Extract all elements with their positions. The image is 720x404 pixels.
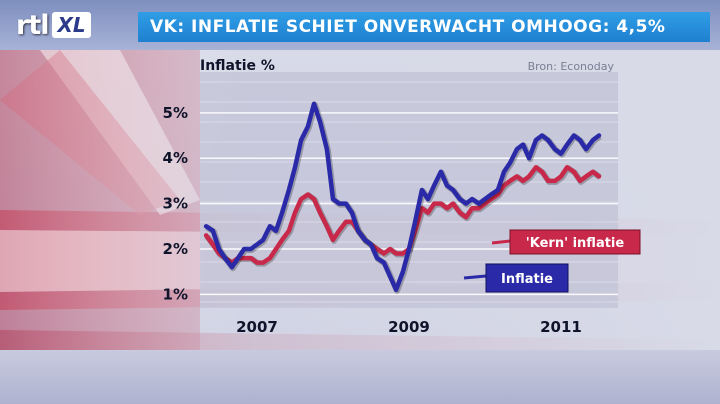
- logo-badge: XL: [52, 12, 91, 38]
- x-tick-label: 2011: [540, 318, 582, 336]
- y-tick-label: 5%: [163, 104, 188, 122]
- x-axis-ticks: 2007 2009 2011: [236, 318, 582, 336]
- kern-label: 'Kern' inflatie: [526, 236, 625, 251]
- chart-source: Bron: Econoday: [528, 60, 615, 73]
- x-tick-label: 2009: [388, 318, 430, 336]
- y-tick-label: 2%: [163, 240, 188, 258]
- chart-title: Inflatie %: [200, 58, 275, 74]
- inflatie-label: Inflatie: [501, 272, 553, 287]
- series-lines: [203, 101, 602, 294]
- kern-label-connector: [491, 239, 511, 245]
- y-axis-ticks: 5% 4% 3% 2% 1%: [163, 104, 188, 304]
- y-tick-label: 3%: [163, 195, 188, 213]
- inflatie-line: [203, 101, 602, 293]
- bottom-band: [0, 350, 720, 404]
- x-tick-label: 2007: [236, 318, 278, 336]
- logo-text: rtl: [16, 9, 49, 41]
- kern-label-box: [509, 229, 641, 255]
- inflatie-label-connector: [463, 274, 487, 280]
- y-tick-label: 4%: [163, 149, 188, 167]
- inflatie-label-box: [485, 263, 569, 293]
- kern-inflatie-line: [203, 165, 602, 265]
- y-tick-label: 1%: [163, 285, 188, 303]
- rtl-xl-logo: rtl XL: [16, 9, 91, 41]
- headline-banner: VK: INFLATIE SCHIET ONVERWACHT OMHOOG: 4…: [138, 12, 710, 42]
